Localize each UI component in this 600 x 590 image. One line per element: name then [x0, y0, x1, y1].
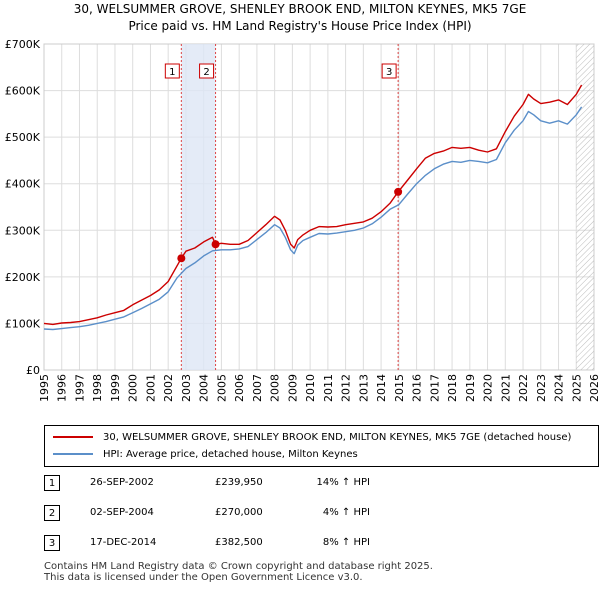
- x-tick-label: 1998: [91, 374, 104, 402]
- sale-number: 1: [44, 475, 60, 491]
- sale-markers: [177, 187, 403, 263]
- sale-row-2: 2 02-SEP-2004 £270,000 4% ↑ HPI: [0, 505, 600, 523]
- sale-hpi-diff: 4% ↑ HPI: [322, 507, 370, 518]
- y-tick-label: £600K: [5, 85, 41, 98]
- x-tick-label: 2012: [340, 374, 353, 402]
- price-chart: 1 2 3 £0 £100K £200K £300K £400K £500K £600K £700…: [5, 38, 600, 402]
- x-tick-label: 2023: [535, 374, 548, 402]
- sale-number: 2: [44, 505, 60, 521]
- x-tick-label: 2017: [428, 374, 441, 402]
- shaded-period: [181, 44, 216, 370]
- plot-border: [43, 43, 595, 371]
- sale-date: 02-SEP-2004: [90, 507, 154, 518]
- x-tick-label: 2008: [269, 374, 282, 402]
- x-axis-ticks: 1995 1996 1997 1998 1999 2000 2001 2002 2003 2004…: [38, 374, 600, 402]
- y-tick-label: £300K: [5, 224, 41, 237]
- x-tick-label: 2013: [357, 374, 370, 402]
- x-tick-label: 2019: [464, 374, 477, 402]
- x-tick-label: 2020: [482, 374, 495, 402]
- x-tick-label: 2003: [180, 374, 193, 402]
- chart-title-address: 30, WELSUMMER GROVE, SHENLEY BROOK END, …: [73, 2, 527, 16]
- sale-2-point: [211, 240, 220, 249]
- grid-lines: [43, 43, 595, 371]
- sale-price: £239,950: [215, 477, 263, 488]
- forecast-hatch: [576, 44, 594, 370]
- y-axis-ticks: £0 £100K £200K £300K £400K £500K £600K £700K: [5, 38, 41, 377]
- y-tick-label: £100K: [5, 317, 41, 330]
- sale-1-point: [177, 254, 186, 263]
- sale-price: £270,000: [215, 507, 263, 518]
- x-tick-label: 1995: [38, 374, 51, 402]
- series-line-1: [43, 106, 583, 331]
- footer-copyright: Contains HM Land Registry data © Crown c…: [44, 561, 433, 572]
- sale-price: £382,500: [215, 537, 263, 548]
- chart-overlays: 1 2 3: [164, 44, 594, 370]
- sale-row-3: 3 17-DEC-2014 £382,500 8% ↑ HPI: [0, 535, 600, 553]
- x-tick-label: 2015: [393, 374, 406, 402]
- x-tick-label: 2016: [411, 374, 424, 402]
- sale-3-point: [394, 187, 403, 196]
- x-tick-label: 2006: [233, 374, 246, 402]
- x-tick-label: 2026: [588, 374, 600, 402]
- x-tick-label: 2024: [553, 374, 566, 402]
- sale-3-badge-label: 3: [386, 67, 392, 78]
- series-line-0: [43, 84, 583, 326]
- footer-licence: This data is licensed under the Open Gov…: [44, 572, 363, 583]
- legend: 30, WELSUMMER GROVE, SHENLEY BROOK END, …: [44, 425, 599, 467]
- series-lines: [43, 84, 583, 331]
- x-tick-label: 1999: [109, 374, 122, 402]
- x-tick-label: 2021: [499, 374, 512, 402]
- x-tick-label: 1997: [73, 374, 86, 402]
- x-tick-label: 2004: [198, 374, 211, 402]
- x-tick-label: 2007: [251, 374, 264, 402]
- chart-subtitle: Price paid vs. HM Land Registry's House …: [128, 19, 472, 33]
- sale-3-badge: [381, 63, 397, 79]
- sale-date: 26-SEP-2002: [90, 477, 154, 488]
- sale-number: 3: [44, 535, 60, 551]
- y-tick-label: £200K: [5, 271, 41, 284]
- x-tick-label: 2009: [286, 374, 299, 402]
- x-tick-label: 2010: [304, 374, 317, 402]
- x-tick-label: 1996: [56, 374, 69, 402]
- x-tick-label: 2018: [446, 374, 459, 402]
- sale-date: 17-DEC-2014: [90, 537, 157, 548]
- legend-label-property: 30, WELSUMMER GROVE, SHENLEY BROOK END, …: [103, 432, 572, 443]
- legend-item-property: 30, WELSUMMER GROVE, SHENLEY BROOK END, …: [53, 430, 571, 446]
- x-tick-label: 2001: [144, 374, 157, 402]
- legend-item-hpi: HPI: Average price, detached house, Milt…: [53, 447, 358, 463]
- y-tick-label: £700K: [5, 38, 41, 51]
- sale-1-badge-label: 1: [169, 67, 175, 78]
- sale-row-1: 1 26-SEP-2002 £239,950 14% ↑ HPI: [0, 475, 600, 493]
- sale-1-badge: [164, 63, 180, 79]
- x-tick-label: 2011: [322, 374, 335, 402]
- x-tick-label: 2005: [215, 374, 228, 402]
- sale-hpi-diff: 14% ↑ HPI: [316, 477, 370, 488]
- sale-2-badge-label: 2: [203, 67, 209, 78]
- y-tick-label: £400K: [5, 178, 41, 191]
- sale-2-badge: [199, 63, 215, 79]
- legend-swatch-property: [53, 436, 93, 438]
- x-tick-label: 2014: [375, 374, 388, 402]
- x-tick-label: 2025: [570, 374, 583, 402]
- legend-label-hpi: HPI: Average price, detached house, Milt…: [103, 449, 358, 460]
- x-tick-label: 2000: [127, 374, 140, 402]
- x-tick-label: 2022: [517, 374, 530, 402]
- y-tick-label: £0: [26, 364, 40, 377]
- sale-hpi-diff: 8% ↑ HPI: [322, 537, 370, 548]
- x-tick-label: 2002: [162, 374, 175, 402]
- y-tick-label: £500K: [5, 131, 41, 144]
- legend-swatch-hpi: [53, 453, 93, 455]
